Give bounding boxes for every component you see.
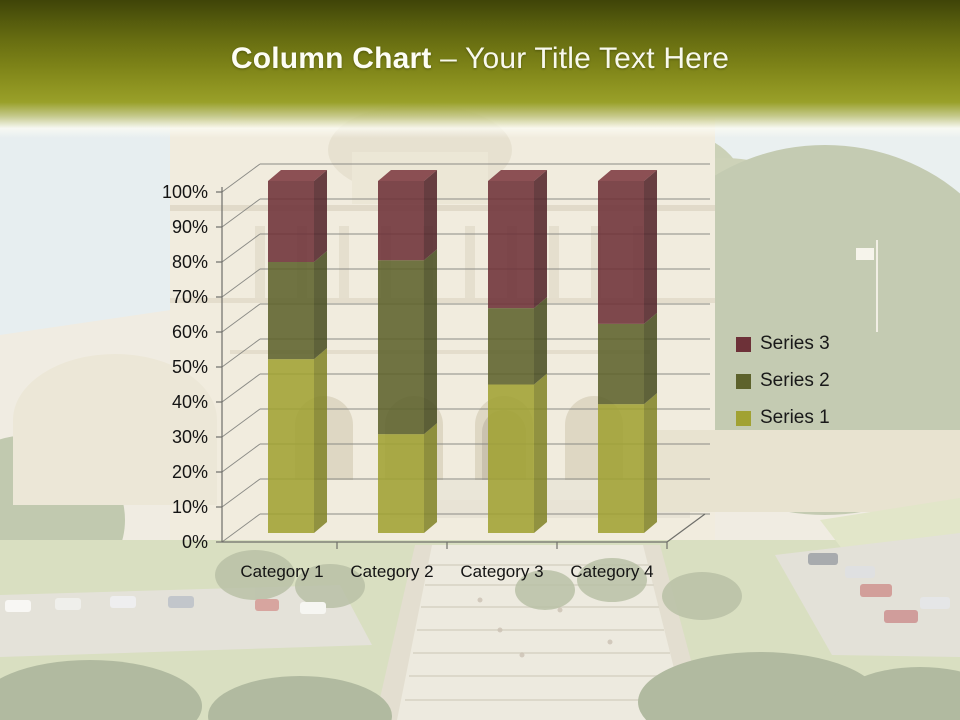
y-axis-label: 0% <box>181 532 208 552</box>
y-axis-label: 100% <box>161 182 208 202</box>
category-label: Category 1 <box>240 562 324 581</box>
legend-item: Series 2 <box>736 370 830 392</box>
slide-title-bold: Column Chart <box>230 42 432 75</box>
legend-item: Series 1 <box>736 407 830 429</box>
legend-swatch-icon <box>736 410 751 426</box>
slide-title-rest: – Your Title Text Here <box>440 42 730 75</box>
chart-legend: Series 3 Series 2 Series 1 <box>736 333 830 444</box>
legend-label: Series 1 <box>760 407 830 428</box>
y-axis-label: 60% <box>171 322 208 342</box>
y-axis-label: 80% <box>171 252 208 272</box>
y-axis-label: 30% <box>171 427 208 447</box>
legend-swatch-icon <box>736 336 751 352</box>
title-banner: Column Chart – Your Title Text Here <box>0 0 960 138</box>
y-axis-label: 20% <box>171 462 208 482</box>
category-label: Category 4 <box>570 562 654 581</box>
legend-label: Series 2 <box>760 370 830 391</box>
legend-swatch-icon <box>736 373 751 389</box>
y-axis-label: 70% <box>171 287 208 307</box>
y-axis-label: 90% <box>171 217 208 237</box>
legend-label: Series 3 <box>760 333 830 354</box>
y-axis-label: 10% <box>171 497 208 517</box>
slide-title: Column Chart – Your Title Text Here <box>0 41 960 77</box>
y-axis-label: 50% <box>171 357 208 377</box>
category-label: Category 3 <box>460 562 544 581</box>
y-axis-label: 40% <box>171 392 208 412</box>
legend-item: Series 3 <box>736 333 830 355</box>
category-label: Category 2 <box>350 562 434 581</box>
